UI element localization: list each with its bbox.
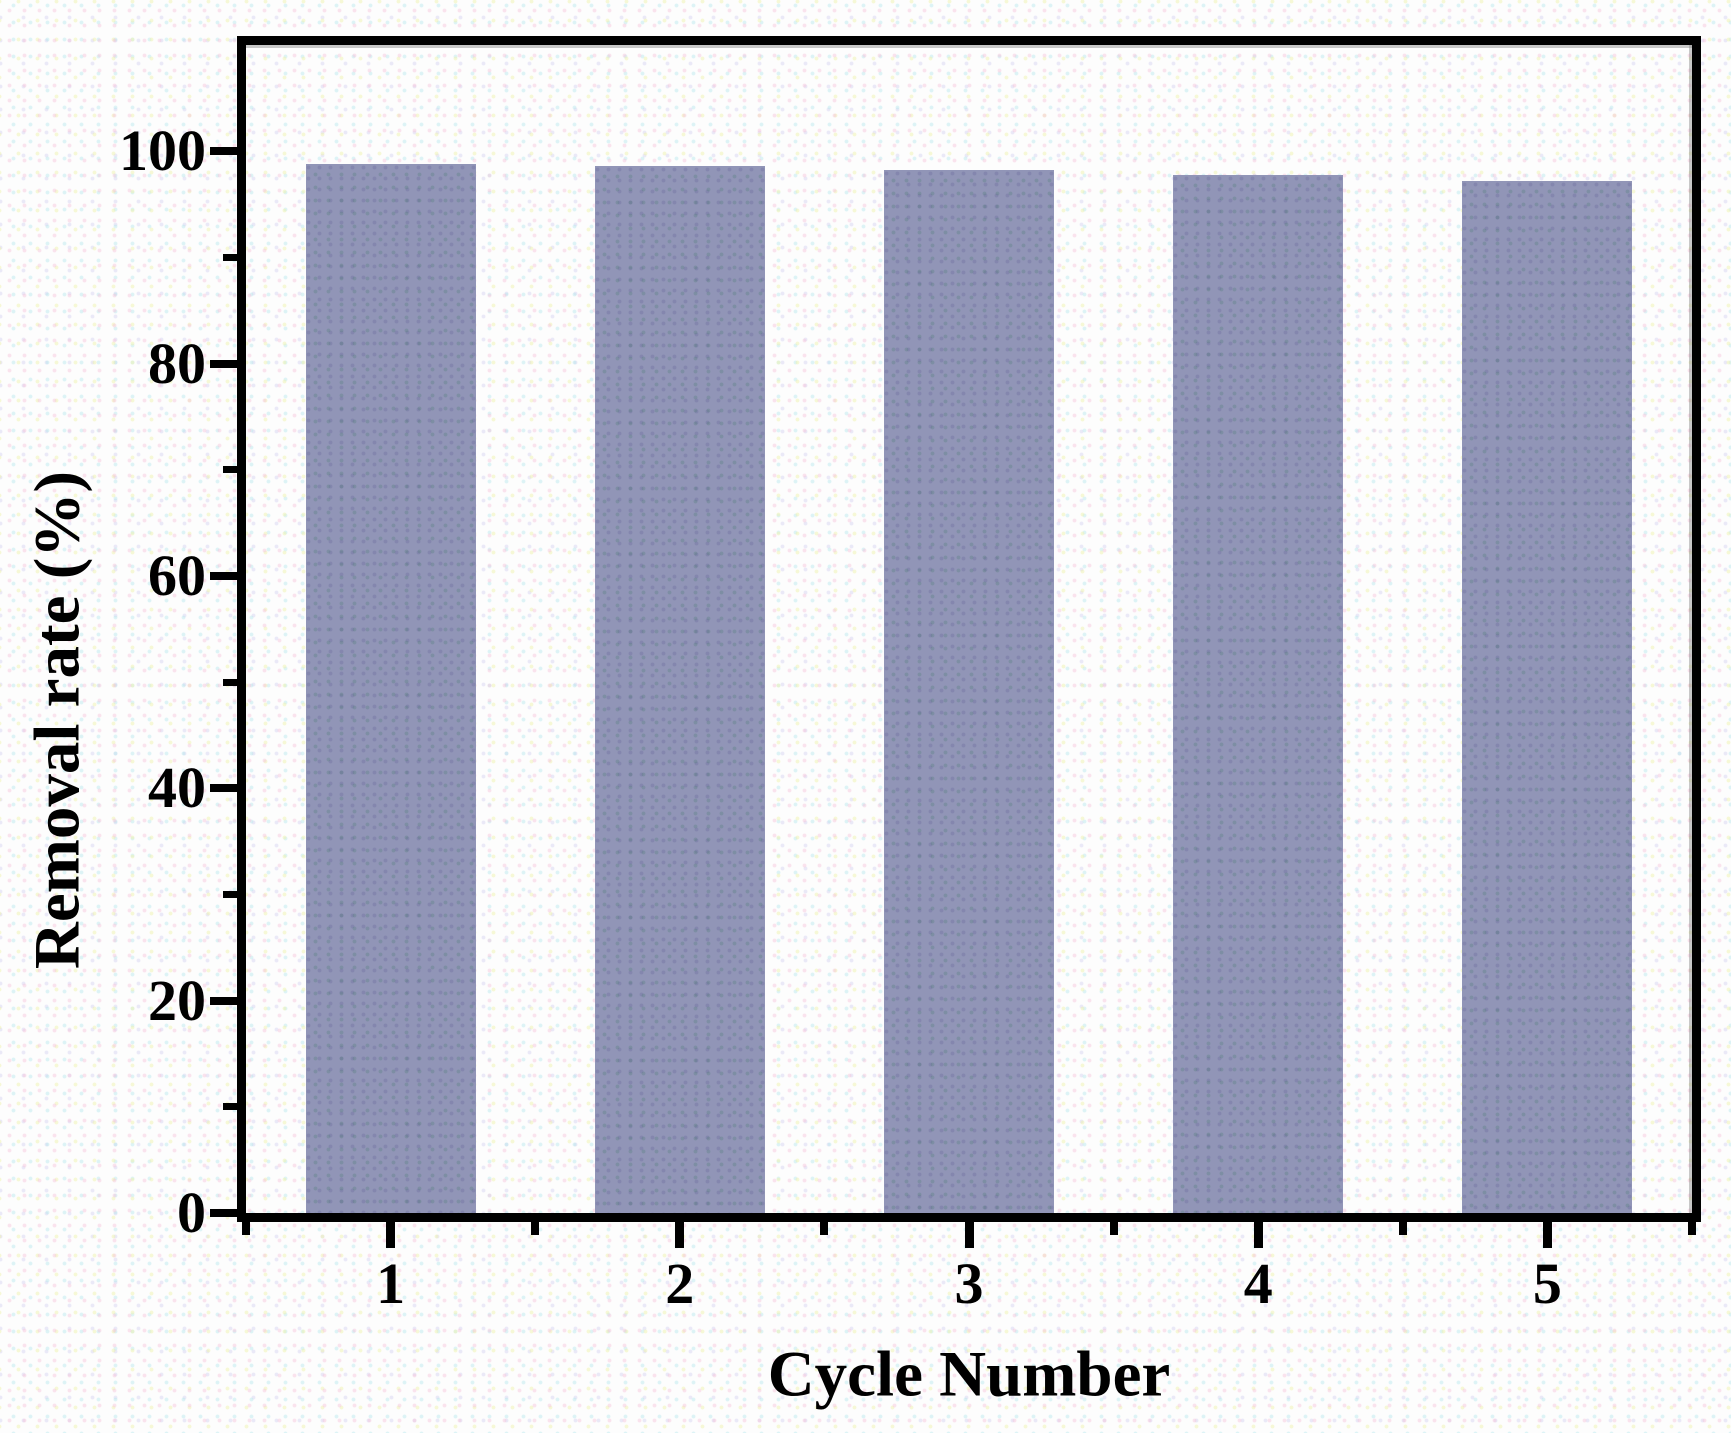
plot-inner: 0 20 40 60 80 100 1 2 3 4 5 (119, 45, 1696, 1313)
x-major-tick-5 (1542, 1222, 1552, 1248)
y-minor-tick-10 (223, 1103, 238, 1111)
x-tick-label-5: 5 (1532, 1251, 1562, 1316)
x-minor-tick-2.5 (820, 1222, 829, 1235)
bar-cycle-5 (1462, 180, 1633, 1213)
x-minor-tick-3.5 (1109, 1222, 1118, 1235)
x-tick-label-2: 2 (665, 1251, 695, 1316)
x-minor-tick-1.5 (531, 1222, 540, 1235)
y-tick-label-0: 0 (177, 1180, 206, 1245)
x-major-tick-4 (1253, 1222, 1263, 1248)
y-minor-tick-50 (223, 678, 238, 686)
y-minor-tick-70 (223, 466, 238, 474)
y-major-tick-100 (210, 147, 238, 156)
y-major-tick-40 (210, 784, 238, 793)
bar-cycle-4 (1173, 174, 1344, 1213)
y-minor-tick-30 (223, 890, 238, 898)
x-axis-title: Cycle Number (767, 1338, 1171, 1411)
bar-cycle-3 (884, 170, 1054, 1213)
y-major-tick-80 (210, 359, 238, 368)
y-major-tick-60 (210, 571, 238, 580)
y-major-tick-0 (210, 1209, 238, 1217)
y-axis-title: Removal rate (%) (21, 470, 94, 970)
bar-cycle-2 (594, 166, 765, 1213)
x-tick-label-1: 1 (376, 1251, 406, 1316)
x-minor-tick-5.5 (1688, 1222, 1696, 1235)
y-major-tick-20 (210, 996, 238, 1005)
y-tick-label-80: 80 (148, 330, 206, 396)
x-tick-label-4: 4 (1243, 1251, 1273, 1316)
bar-cycle-1 (305, 163, 476, 1213)
y-tick-label-20: 20 (148, 967, 206, 1033)
x-tick-label-3: 3 (954, 1251, 984, 1316)
y-minor-tick-90 (223, 253, 238, 261)
x-major-tick-1 (386, 1222, 396, 1248)
y-tick-label-60: 60 (148, 542, 206, 608)
plot-frame (237, 36, 1701, 1222)
y-tick-label-100: 100 (119, 118, 206, 184)
x-minor-tick-4.5 (1398, 1222, 1407, 1235)
y-tick-label-40: 40 (148, 755, 206, 821)
x-minor-tick-0.5 (242, 1222, 250, 1235)
x-major-tick-3 (964, 1222, 974, 1248)
x-major-tick-2 (675, 1222, 685, 1248)
